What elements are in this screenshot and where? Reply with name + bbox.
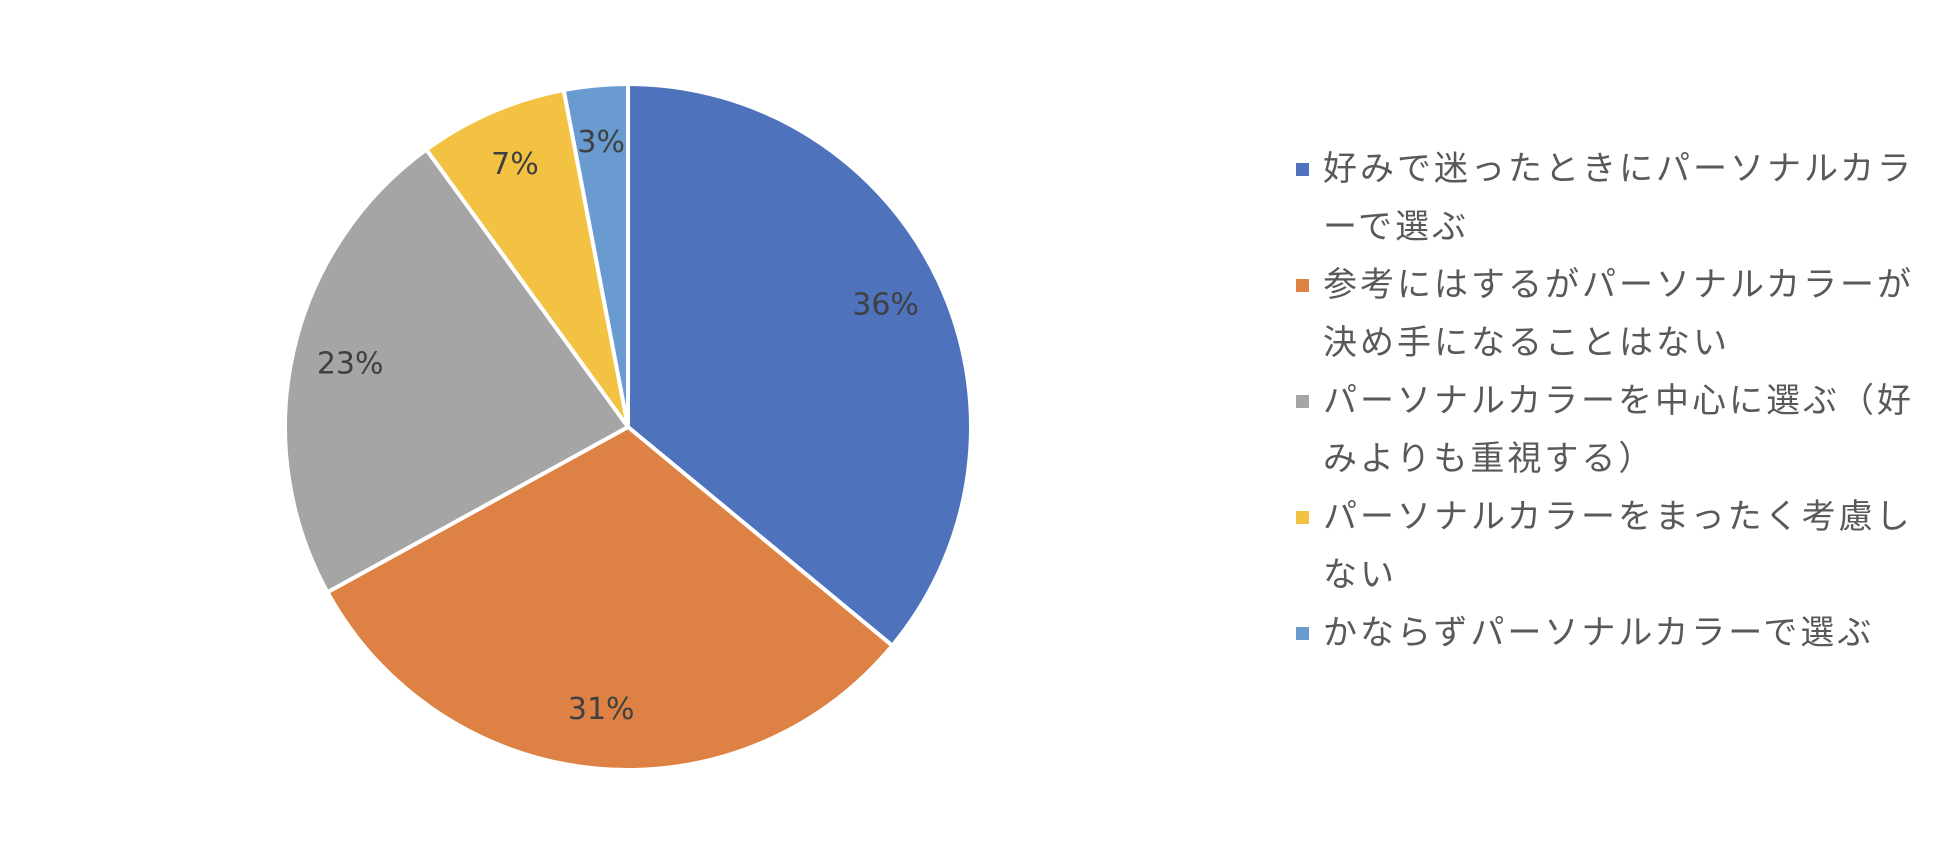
data-label: 23%	[317, 346, 384, 381]
data-label: 31%	[568, 692, 635, 727]
legend-label: パーソナルカラーをまったく考慮しない	[1323, 497, 1913, 595]
legend-label: パーソナルカラーを中心に選ぶ（好みよりも重視する）	[1323, 381, 1914, 479]
data-label: 3%	[577, 125, 625, 160]
legend-swatch	[1296, 627, 1309, 640]
legend-label: 好みで迷ったときにパーソナルカラーで選ぶ	[1323, 149, 1914, 247]
legend-swatch	[1296, 395, 1309, 408]
legend-item: パーソナルカラーをまったく考慮しない	[1296, 488, 1936, 604]
legend-label: かならずパーソナルカラーで選ぶ	[1323, 613, 1875, 653]
legend-item: 参考にはするがパーソナルカラーが決め手になることはない	[1296, 256, 1936, 372]
legend-item: かならずパーソナルカラーで選ぶ	[1296, 604, 1936, 662]
legend-item: パーソナルカラーを中心に選ぶ（好みよりも重視する）	[1296, 372, 1936, 488]
legend-swatch	[1296, 511, 1309, 524]
pie-slice	[324, 424, 896, 772]
legend-swatch	[1296, 279, 1309, 292]
data-label: 36%	[852, 287, 919, 322]
pie-slice	[626, 81, 973, 649]
pie-slice	[423, 87, 630, 429]
legend: 好みで迷ったときにパーソナルカラーで選ぶ 参考にはするがパーソナルカラーが決め手に…	[1296, 140, 1936, 662]
pie-slice	[283, 146, 631, 595]
pie-slice	[561, 81, 630, 428]
legend-swatch	[1296, 163, 1309, 176]
legend-label: 参考にはするがパーソナルカラーが決め手になることはない	[1323, 265, 1914, 363]
data-label: 7%	[491, 147, 539, 182]
legend-item: 好みで迷ったときにパーソナルカラーで選ぶ	[1296, 140, 1936, 256]
